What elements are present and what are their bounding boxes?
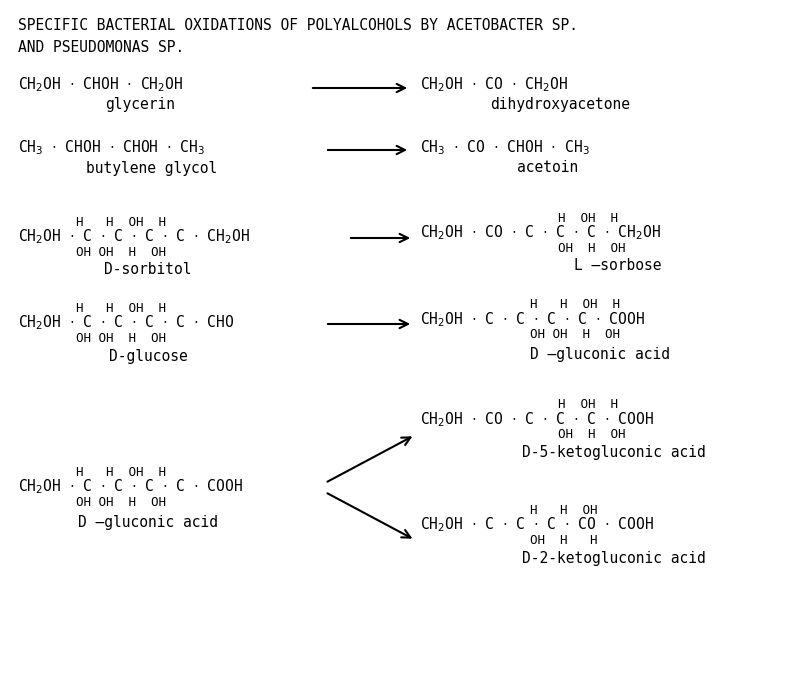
Text: H  OH  H: H OH H [558, 211, 618, 225]
Text: butylene glycol: butylene glycol [86, 161, 218, 176]
Text: glycerin: glycerin [105, 97, 175, 113]
Text: CH$_3$ $\cdot$ CHOH $\cdot$ CHOH $\cdot$ CH$_3$: CH$_3$ $\cdot$ CHOH $\cdot$ CHOH $\cdot$… [18, 138, 206, 157]
Text: H  OH  H: H OH H [558, 398, 618, 412]
Text: D-glucose: D-glucose [109, 350, 187, 365]
Text: H   H  OH  H: H H OH H [530, 298, 620, 311]
Text: CH$_2$OH $\cdot$ C $\cdot$ C $\cdot$ C $\cdot$ C $\cdot$ COOH: CH$_2$OH $\cdot$ C $\cdot$ C $\cdot$ C $… [18, 478, 243, 496]
Text: D –gluconic acid: D –gluconic acid [530, 348, 670, 362]
Text: AND PSEUDOMONAS SP.: AND PSEUDOMONAS SP. [18, 40, 184, 55]
Text: acetoin: acetoin [518, 161, 578, 176]
Text: CH$_2$OH $\cdot$ C $\cdot$ C $\cdot$ C $\cdot$ C $\cdot$ COOH: CH$_2$OH $\cdot$ C $\cdot$ C $\cdot$ C $… [420, 310, 645, 329]
Text: CH$_2$OH $\cdot$ CO $\cdot$ C $\cdot$ C $\cdot$ C $\cdot$ COOH: CH$_2$OH $\cdot$ CO $\cdot$ C $\cdot$ C … [420, 410, 654, 429]
Text: D-sorbitol: D-sorbitol [104, 263, 192, 277]
Text: OH OH  H  OH: OH OH H OH [76, 246, 166, 259]
Text: D-5-ketogluconic acid: D-5-ketogluconic acid [522, 446, 706, 460]
Text: L –sorbose: L –sorbose [574, 259, 662, 273]
Text: D –gluconic acid: D –gluconic acid [78, 514, 218, 529]
Text: OH  H   H: OH H H [530, 533, 598, 547]
Text: dihydroxyacetone: dihydroxyacetone [490, 97, 630, 113]
Text: OH  H  OH: OH H OH [558, 429, 626, 441]
Text: H   H  OH: H H OH [530, 504, 598, 516]
Text: CH$_2$OH $\cdot$ CO $\cdot$ CH$_2$OH: CH$_2$OH $\cdot$ CO $\cdot$ CH$_2$OH [420, 76, 568, 95]
Text: OH  H  OH: OH H OH [558, 242, 626, 254]
Text: SPECIFIC BACTERIAL OXIDATIONS OF POLYALCOHOLS BY ACETOBACTER SP.: SPECIFIC BACTERIAL OXIDATIONS OF POLYALC… [18, 18, 578, 33]
Text: D-2-ketogluconic acid: D-2-ketogluconic acid [522, 551, 706, 566]
Text: CH$_2$OH $\cdot$ C $\cdot$ C $\cdot$ C $\cdot$ C $\cdot$ CHO: CH$_2$OH $\cdot$ C $\cdot$ C $\cdot$ C $… [18, 314, 234, 332]
Text: CH$_3$ $\cdot$ CO $\cdot$ CHOH $\cdot$ CH$_3$: CH$_3$ $\cdot$ CO $\cdot$ CHOH $\cdot$ C… [420, 138, 590, 157]
Text: H   H  OH  H: H H OH H [76, 466, 166, 479]
Text: CH$_2$OH $\cdot$ C $\cdot$ C $\cdot$ C $\cdot$ CO $\cdot$ COOH: CH$_2$OH $\cdot$ C $\cdot$ C $\cdot$ C $… [420, 516, 654, 535]
Text: OH OH  H  OH: OH OH H OH [76, 331, 166, 344]
Text: OH OH  H  OH: OH OH H OH [530, 329, 620, 342]
Text: H   H  OH  H: H H OH H [76, 302, 166, 315]
Text: CH$_2$OH $\cdot$ CHOH $\cdot$ CH$_2$OH: CH$_2$OH $\cdot$ CHOH $\cdot$ CH$_2$OH [18, 76, 183, 95]
Text: CH$_2$OH $\cdot$ CO $\cdot$ C $\cdot$ C $\cdot$ C $\cdot$ CH$_2$OH: CH$_2$OH $\cdot$ CO $\cdot$ C $\cdot$ C … [420, 223, 661, 242]
Text: H   H  OH  H: H H OH H [76, 215, 166, 229]
Text: CH$_2$OH $\cdot$ C $\cdot$ C $\cdot$ C $\cdot$ C $\cdot$ CH$_2$OH: CH$_2$OH $\cdot$ C $\cdot$ C $\cdot$ C $… [18, 227, 250, 246]
Text: OH OH  H  OH: OH OH H OH [76, 495, 166, 508]
